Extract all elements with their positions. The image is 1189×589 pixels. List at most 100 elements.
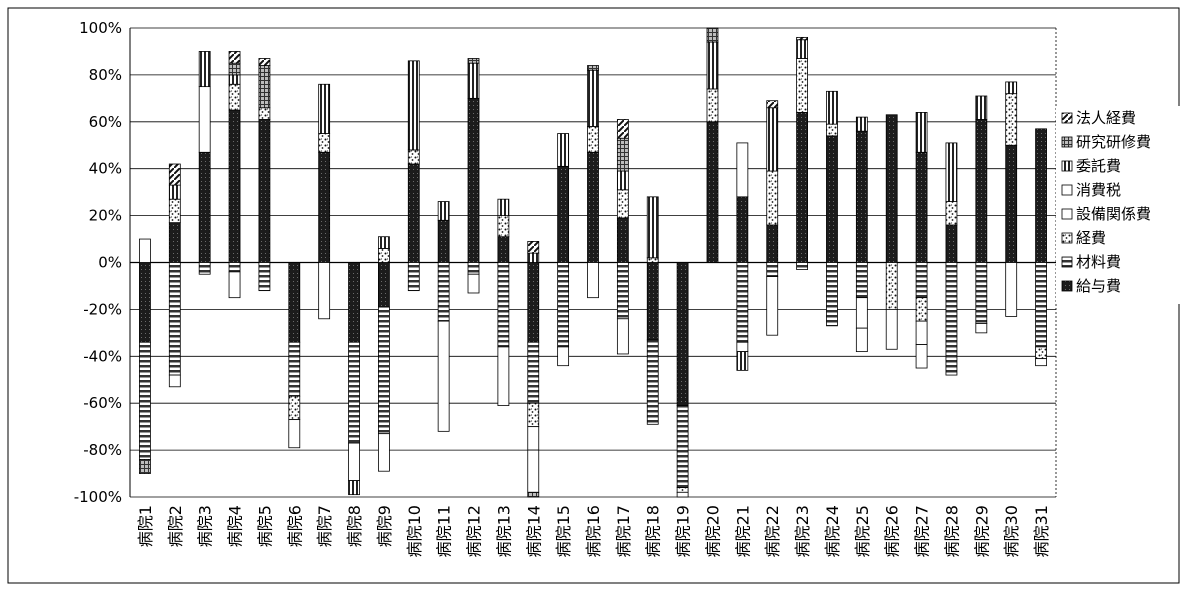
axes: 100% 80% 60% 40% 20% 0% -20% -40% -60% -80% -100% 病… [7,7,1180,584]
bar-segment [527,341,540,404]
bar-segment [467,58,480,64]
legend-swatch [1061,208,1073,220]
bar-segment [1005,144,1018,263]
bar-segment [1005,262,1018,317]
bar-segment [288,262,301,343]
bar-segment [975,119,988,263]
bar-segment [318,151,331,263]
bar-segment [706,41,719,90]
bar-segment [766,276,779,336]
x-tick-label: 病院21 [733,505,752,557]
bar-segment [945,262,958,376]
bar-segment [855,327,868,353]
bar-segment [288,341,301,397]
bar-segment [258,107,271,120]
bar-segment [168,374,181,388]
bar-segment [1035,358,1047,367]
x-tick-label: 病院24 [823,505,842,557]
bar-segment [168,222,181,263]
x-tick-label: 病院22 [763,505,782,557]
bar-segment [587,126,599,153]
bar-segment [348,341,360,444]
bar-segment [228,262,241,273]
bar-segment [228,74,241,85]
bar-segment [527,449,540,493]
y-tick-label: 0% [98,254,122,272]
bar-segment [766,107,779,172]
legend-label: 設備関係費 [1076,205,1151,223]
bar-segment [766,100,779,109]
legend-swatch [1061,232,1073,244]
bar-segment [855,130,868,263]
bar-segment [826,262,838,327]
bar-segment [616,119,629,139]
bar-segment [378,248,390,263]
bar-segment [706,121,719,263]
x-tick-label: 病院28 [942,505,961,557]
bar-segment [527,402,540,428]
bar-segment [646,257,659,263]
bar-segment [885,262,898,310]
bar-segment [796,262,808,270]
bar-segment [407,163,420,263]
bar-segment [796,112,808,263]
x-tick-label: 病院23 [793,505,812,557]
bar-segment [198,86,211,153]
legend-label: 消費税 [1076,181,1121,199]
bar-segment [527,240,540,254]
bar-segment [587,65,599,71]
bar-segment [915,151,928,263]
bar-segment [258,65,271,109]
bar-segment [676,487,689,493]
bar-segment [378,433,390,472]
bar-segment [139,238,151,263]
bar-segment [736,351,749,371]
bar-segment [885,114,898,263]
bar-segment [587,262,599,299]
legend-label: 研究研修費 [1076,133,1151,151]
bar-segment [646,339,659,425]
bar-segment [497,262,510,348]
legend-label: 法人経費 [1076,109,1136,127]
bar-segment [497,215,510,238]
bar-segment [557,346,570,367]
bar-segment [527,262,540,343]
bar-segment [676,262,689,406]
bar-segment [826,90,838,125]
bar-segment [975,95,988,120]
bar-segment [258,58,271,66]
bar-segment [945,201,958,226]
x-tick-label: 病院29 [972,505,991,557]
bar-segment [318,133,331,153]
bar-segment [915,112,928,153]
bar-segment [168,163,181,186]
bar-segment [915,262,928,299]
x-tick-label: 病院6 [285,505,304,547]
bar-segment [945,224,958,263]
x-tick-label: 病院1 [136,505,155,547]
bar-segment [378,262,390,308]
bar-segment [407,262,420,292]
bar-segment [348,442,360,481]
x-tick-label: 病院7 [315,505,334,547]
bar-segment [736,262,749,343]
x-tick-label: 病院5 [255,505,274,547]
bar-segment [497,346,510,406]
bar-segment [915,344,928,369]
bar-segment [437,219,450,263]
bar-segment [616,189,629,219]
bar-segment [467,262,480,275]
x-tick-label: 病院14 [524,505,543,557]
x-tick-label: 病院17 [614,505,633,557]
bar-segment [557,262,570,348]
bar-segment [527,252,540,263]
bar-segment [587,69,599,127]
bar-segment [557,165,570,263]
bar-segment [766,262,779,277]
bar-segment [497,198,510,216]
bar-segment [826,123,838,137]
bar-segment [139,262,151,343]
bar-segment [646,262,659,341]
bar-segment [975,262,988,324]
legend-swatch [1061,256,1073,268]
